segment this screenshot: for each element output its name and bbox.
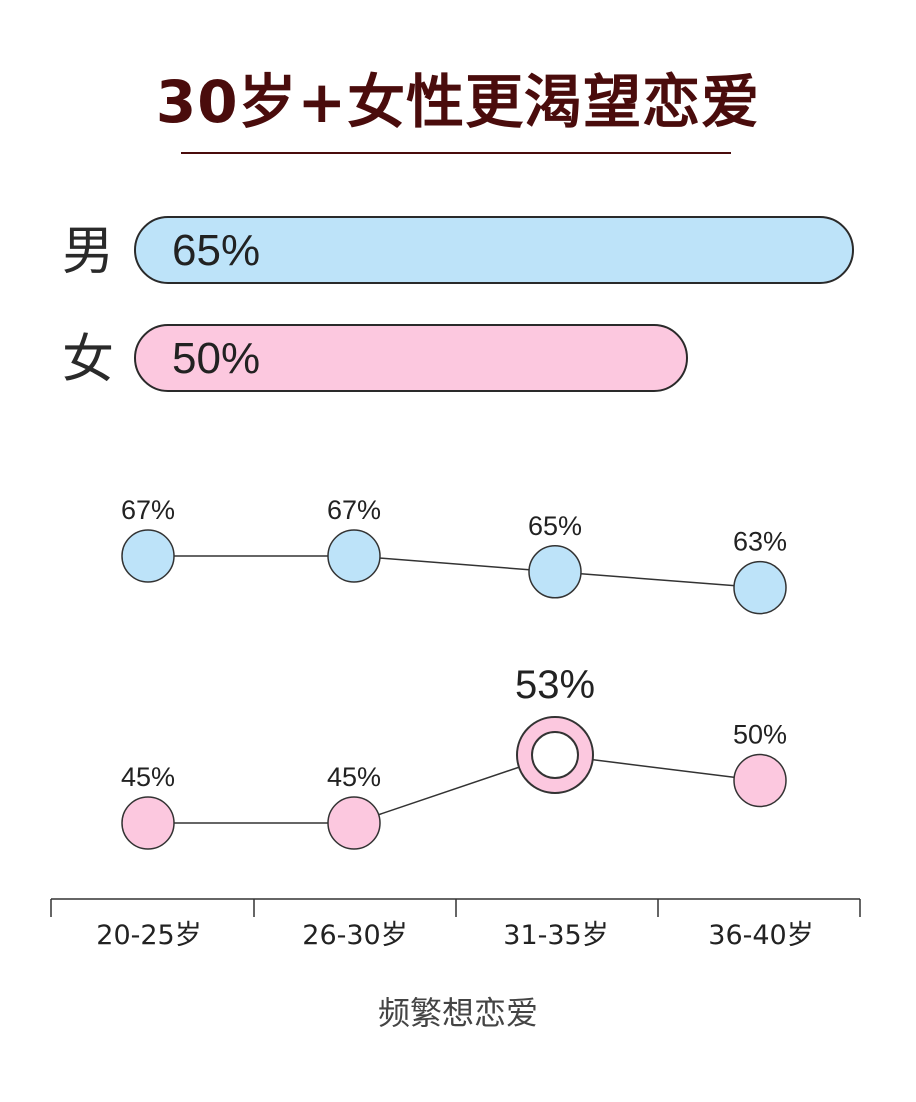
series-1-data-label: 65% (528, 511, 582, 541)
series-2-data-label: 45% (121, 762, 175, 792)
series-1-segment (353, 555, 556, 573)
bar-label-male: 男 (61, 222, 114, 282)
series-1-data-label: 67% (121, 495, 175, 525)
series-1-data-label: 67% (327, 495, 381, 525)
x-tick-label: 31-35岁 (503, 920, 608, 951)
series-2-data-label: 45% (327, 762, 381, 792)
x-tick-label: 20-25岁 (96, 920, 201, 951)
bar-value-male: 65% (172, 226, 261, 275)
bar-label-female: 女 (61, 330, 114, 390)
series-2-point (121, 796, 175, 850)
series-2-point-highlight-inner (531, 731, 579, 779)
bar-female: 50% (134, 324, 688, 392)
series-2-point (327, 796, 381, 850)
series-1-data-label: 63% (733, 527, 787, 557)
x-axis-title: 频繁想恋爱 (377, 994, 538, 1032)
series-2-data-label: 53% (515, 663, 595, 707)
chart-title: 30岁+女性更渴望恋爱 (155, 68, 761, 136)
series-1-segment (554, 571, 761, 589)
series-1-point (327, 529, 381, 583)
series-1-point (528, 545, 582, 599)
x-tick-label: 36-40岁 (708, 920, 813, 951)
x-tick-label: 26-30岁 (302, 920, 407, 951)
series-1-point (733, 560, 787, 615)
series-1-point (121, 529, 175, 583)
title-underline (181, 152, 731, 154)
series-2-point (733, 753, 787, 808)
series-2-data-label: 50% (733, 720, 787, 750)
bar-value-female: 50% (172, 334, 261, 383)
bar-male: 65% (134, 216, 854, 284)
